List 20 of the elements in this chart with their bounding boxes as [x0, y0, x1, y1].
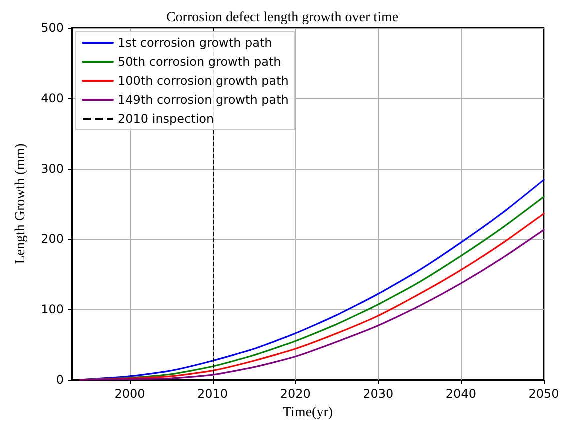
x-axis-title: Time(yr): [282, 406, 334, 420]
y-tick-label: 300: [41, 162, 64, 176]
x-tick-label: 2000: [114, 387, 146, 401]
ref-line-label: 2010 inspection: [118, 112, 214, 126]
y-tick-label: 100: [41, 302, 64, 317]
legend-label: 1st corrosion growth path: [118, 36, 272, 50]
x-tick-label: 2010: [198, 387, 228, 401]
x-tick-label: 2050: [528, 387, 560, 401]
x-tick-label: 2020: [280, 387, 311, 401]
chart-title: Corrosion defect length growth over time: [166, 10, 399, 26]
legend-label: 100th corrosion growth path: [118, 74, 289, 88]
y-tick-label: 0: [56, 373, 64, 387]
y-axis-title: Length Growth (mm): [14, 143, 28, 264]
y-tick-label: 200: [41, 232, 64, 246]
legend-label: 149th corrosion growth path: [118, 93, 289, 107]
y-tick-label: 500: [41, 21, 64, 35]
y-tick-label: 400: [41, 91, 64, 106]
x-tick-label: 2040: [446, 387, 476, 401]
x-tick-label: 2030: [363, 387, 394, 401]
legend-label: 50th corrosion growth path: [118, 55, 282, 69]
